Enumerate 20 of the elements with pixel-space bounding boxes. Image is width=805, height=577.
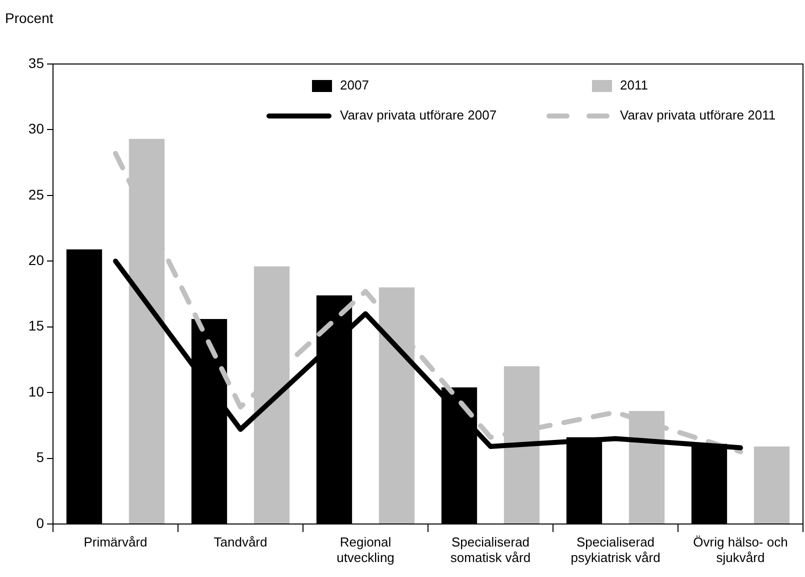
bar [754,446,790,524]
x-tick-label: Specialiserad somatisk vård [450,534,531,565]
y-tick-label: 10 [28,383,44,400]
legend-label: Varav privata utförare 2011 [620,108,776,123]
legend-label: 2011 [620,78,648,93]
y-axis-title: Procent [5,10,54,26]
y-tick-label: 30 [28,120,44,137]
x-tick-label: Regional utveckling [336,534,394,565]
x-tick-label: Övrig hälso- och sjukvård [693,534,788,565]
y-tick-label: 0 [36,514,44,531]
legend-label: Varav privata utförare 2007 [340,108,497,123]
y-tick-label: 25 [28,186,44,202]
x-tick-label: Specialiserad psykiatrisk vård [570,534,660,565]
y-tick-label: 35 [28,54,44,71]
legend-label: 2007 [340,78,369,93]
x-tick-label: Primärvård [84,534,148,550]
x-tick-label: Tandvård [214,534,268,550]
y-tick-label: 5 [36,449,44,466]
y-tick-label: 20 [28,252,44,268]
y-tick-label: 15 [28,318,44,334]
